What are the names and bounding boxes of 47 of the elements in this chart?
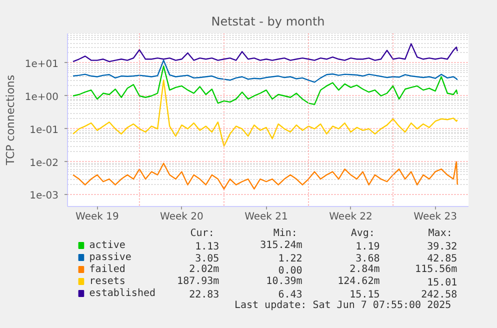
legend-label: failed bbox=[89, 264, 126, 275]
text: 10.39m bbox=[266, 276, 302, 287]
text: 6.43 bbox=[278, 290, 302, 300]
legend-label: active bbox=[89, 240, 126, 251]
line-series bbox=[72, 80, 458, 147]
x-tick-label: Week 23 bbox=[414, 212, 457, 222]
text: 0.00 bbox=[278, 266, 302, 276]
line-series bbox=[72, 161, 458, 190]
text: 42.85 bbox=[427, 254, 458, 264]
x-tick-label: Week 19 bbox=[76, 212, 119, 222]
y-tick-label: 1e+01 bbox=[24, 58, 59, 70]
text: 15.15 bbox=[350, 290, 380, 300]
text: Max: bbox=[428, 228, 452, 239]
legend-label: passive bbox=[89, 252, 132, 263]
text: Last update: Sat Jun 7 07:55:00 2025 bbox=[234, 300, 452, 311]
text: 1.19 bbox=[356, 242, 380, 252]
text: 115.56m bbox=[415, 264, 458, 275]
line-series bbox=[72, 43, 458, 62]
y-tick-label: 1e-03 bbox=[30, 190, 59, 202]
x-tick-label: Week 21 bbox=[244, 212, 288, 222]
text: 39.32 bbox=[427, 242, 458, 252]
text: 3.68 bbox=[356, 254, 380, 264]
text: Avg: bbox=[350, 228, 375, 239]
x-tick-label: Week 22 bbox=[329, 212, 372, 222]
text: 2.84m bbox=[350, 264, 380, 275]
text: 22.83 bbox=[189, 290, 220, 300]
text: 1.22 bbox=[278, 254, 302, 264]
text: 3.05 bbox=[195, 254, 220, 264]
x-tick-label: Week 20 bbox=[160, 212, 204, 222]
chart-title: Netstat - by month bbox=[211, 14, 325, 28]
text: Cur: bbox=[190, 228, 214, 239]
text: 315.24m bbox=[260, 240, 302, 251]
y-axis-title: TCP connections bbox=[4, 74, 17, 166]
text: 2.02m bbox=[189, 264, 220, 275]
text: 124.62m bbox=[338, 276, 380, 287]
y-tick-label: 1e-01 bbox=[30, 124, 59, 136]
y-tick-label: 1e+00 bbox=[24, 92, 59, 103]
text: 1.13 bbox=[195, 242, 220, 252]
text: Min: bbox=[273, 228, 298, 239]
line-series bbox=[72, 60, 458, 83]
text: 187.93m bbox=[177, 276, 220, 287]
legend-label: established bbox=[89, 288, 156, 299]
legend-label: resets bbox=[89, 276, 126, 287]
y-tick-label: 1e-02 bbox=[30, 158, 59, 169]
line-series bbox=[72, 66, 458, 106]
text: 15.01 bbox=[427, 278, 458, 288]
text: 242.58 bbox=[421, 290, 458, 300]
